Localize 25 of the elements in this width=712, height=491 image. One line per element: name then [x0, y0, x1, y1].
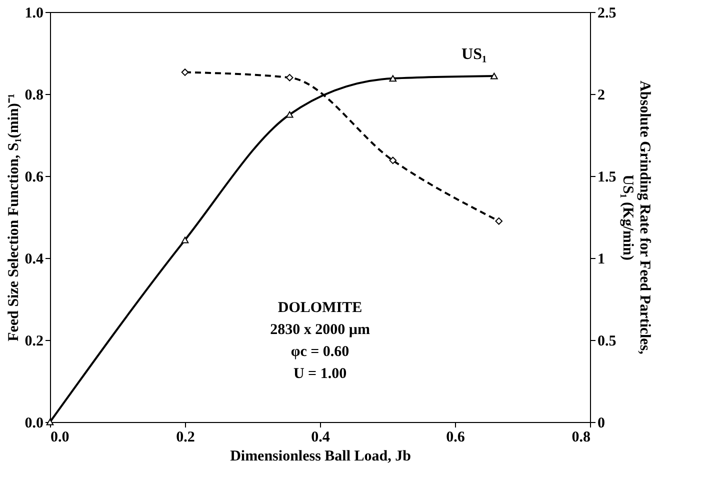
annotation: U = 1.00	[293, 366, 347, 382]
y-tick-label: 0.6	[24, 170, 44, 186]
y-tick-label: 0.8	[24, 88, 44, 104]
y2-tick-label: 0.5	[598, 334, 616, 350]
x-axis-title: Dimensionless Ball Load, Jb	[230, 448, 411, 464]
annotation: DOLOMITE	[278, 300, 362, 316]
x-tick-label: 0.8	[572, 430, 590, 446]
y2-tick-label: 1.5	[598, 170, 616, 186]
y2-tick-label: 2.5	[598, 6, 616, 22]
x-tick-label: 0.4	[311, 430, 330, 446]
y2-tick-label: 0	[598, 416, 605, 432]
annotation: 2830 x 2000 µm	[270, 322, 370, 338]
y2-tick-label: 1	[598, 252, 605, 268]
x-tick-label: 0.6	[446, 430, 466, 446]
y-tick-label: 0.2	[24, 334, 44, 350]
y-axis-title: Feed Size Selection Function, S₁(min)⁻¹	[6, 94, 22, 342]
y-tick-label: 1.0	[24, 6, 44, 22]
x-tick-label: 0.0	[50, 430, 70, 446]
y-tick-label: 0.0	[24, 416, 44, 432]
x-tick-label: 0.2	[176, 430, 195, 446]
series-label: US₁	[462, 46, 487, 63]
y-tick-label: 0.4	[24, 252, 44, 268]
annotation: φc = 0.60	[290, 344, 350, 360]
y2-axis-title: Absolute Grinding Rate for Feed Particles, US₁ (Kg/min)	[619, 80, 652, 355]
y2-tick-label: 2	[598, 88, 605, 104]
